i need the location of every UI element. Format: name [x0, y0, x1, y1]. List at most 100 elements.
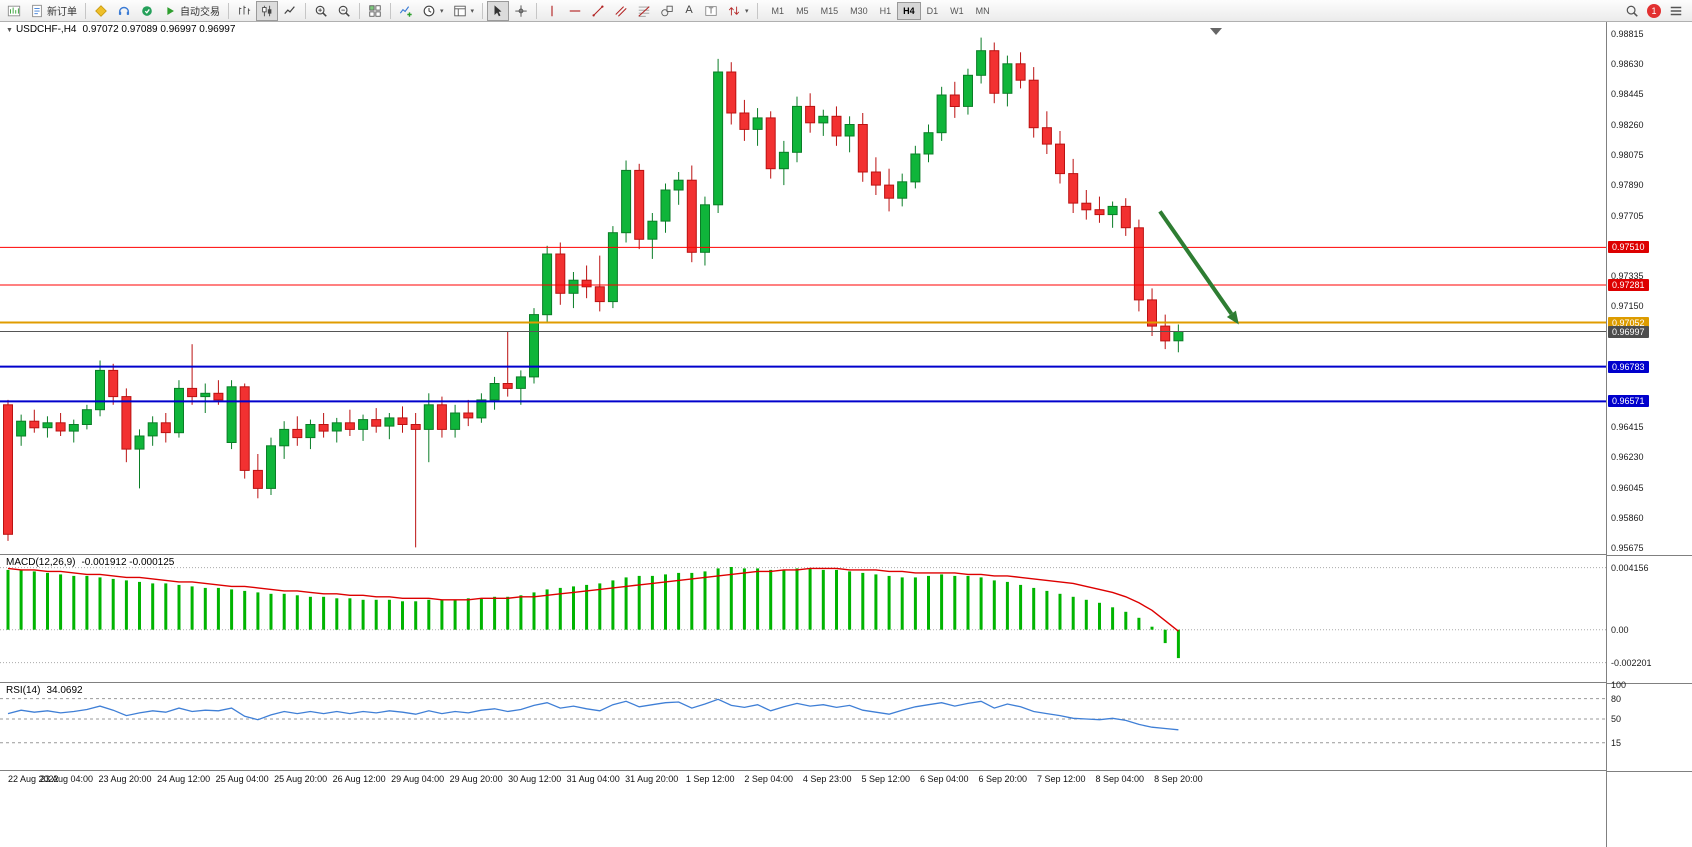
bar-chart-button[interactable] — [233, 1, 255, 21]
price-axis-badge: 0.97281 — [1608, 279, 1649, 291]
candlestick-series — [3, 37, 1184, 548]
cursor-icon — [494, 4, 502, 16]
text-button[interactable]: A — [679, 1, 699, 21]
timeframe-mn-button[interactable]: MN — [970, 2, 996, 20]
time-axis-label: 31 Aug 20:00 — [625, 774, 679, 784]
line-chart-icon — [284, 5, 295, 14]
auto-trading-button[interactable]: 自动交易 — [159, 1, 224, 21]
toolbar-separator — [359, 2, 360, 19]
rsi-panel[interactable]: RSI(14) 34.0692 — [0, 683, 1606, 771]
time-axis-label: 22 Aug 2022 — [8, 774, 59, 784]
time-axis[interactable]: 22 Aug 2022 23 Aug 04:00 23 Aug 20:00 24 Au… — [0, 771, 1606, 791]
timeframe-m15-button[interactable]: M15 — [815, 2, 845, 20]
macd-name: MACD(12,26,9) — [6, 557, 76, 568]
zoom-out-button[interactable] — [333, 1, 355, 21]
tile-windows-icon — [369, 4, 381, 17]
timeframe-m5-button[interactable]: M5 — [790, 2, 815, 20]
empty-area — [0, 791, 1606, 847]
price-level-lines[interactable] — [0, 246, 1606, 403]
menu-button[interactable] — [1665, 1, 1687, 21]
channel-icon — [615, 5, 627, 17]
zoom-in-button[interactable] — [310, 1, 332, 21]
rsi-axis-label: 15 — [1611, 737, 1622, 748]
new-chart-button[interactable] — [3, 1, 25, 21]
arrows-tool-button[interactable]: ▾ — [723, 1, 753, 21]
community-button[interactable] — [113, 1, 135, 21]
time-axis-label: 23 Aug 20:00 — [98, 774, 152, 784]
toolbar-separator — [228, 2, 229, 19]
vertical-line-button[interactable] — [541, 1, 563, 21]
price-axis-label: 0.95675 — [1611, 543, 1644, 554]
down-arrow-annotation[interactable] — [1158, 210, 1239, 325]
notification-badge[interactable]: 1 — [1647, 3, 1661, 18]
signals-button[interactable] — [136, 1, 158, 21]
collapse-icon[interactable]: ▼ — [6, 27, 13, 34]
timeframe-m1-button[interactable]: M1 — [766, 2, 791, 20]
price-axis-badge: 0.96783 — [1608, 360, 1649, 373]
time-axis-label: 4 Sep 23:00 — [802, 774, 852, 784]
price-axis[interactable]: 0.98815 0.98630 0.98445 0.98260 0.98075 0.978… — [1606, 22, 1692, 847]
trendline-button[interactable] — [587, 1, 609, 21]
chart-title: ▼ USDCHF-,H4 0.97072 0.97089 0.96997 0.969… — [6, 24, 235, 35]
chart-shift-marker[interactable] — [1210, 28, 1222, 35]
vertical-line-icon — [551, 5, 553, 16]
macd-values: -0.001912 -0.000125 — [81, 557, 175, 568]
crosshair-button[interactable] — [510, 1, 532, 21]
timeframe-m30-button[interactable]: M30 — [844, 2, 874, 20]
templates-button[interactable]: ▾ — [449, 1, 479, 21]
periods-button[interactable]: ▾ — [418, 1, 448, 21]
zoom-out-icon — [338, 5, 350, 17]
macd-axis-label: 0.00 — [1611, 624, 1629, 635]
crosshair-icon — [515, 4, 527, 17]
line-chart-button[interactable] — [279, 1, 301, 21]
time-axis-label: 24 Aug 12:00 — [157, 774, 211, 784]
toolbar-separator — [536, 2, 538, 19]
market-button[interactable] — [90, 1, 112, 21]
time-axis-label: 23 Aug 04:00 — [39, 774, 94, 784]
toolbar-separator — [390, 2, 391, 19]
rsi-name: RSI(14) — [6, 685, 41, 696]
rsi-title: RSI(14) 34.0692 — [6, 685, 83, 696]
zoom-in-icon — [315, 5, 327, 17]
time-axis-label: 8 Sep 04:00 — [1095, 774, 1145, 784]
indicators-button[interactable] — [395, 1, 417, 21]
price-axis-label: 0.97150 — [1611, 301, 1644, 312]
text-label-button[interactable]: T — [700, 1, 722, 21]
timeframe-h1-button[interactable]: H1 — [874, 2, 898, 20]
timeframe-h4-button[interactable]: H4 — [897, 1, 921, 20]
timeframe-d1-button[interactable]: D1 — [921, 2, 945, 20]
time-axis-label: 6 Sep 20:00 — [978, 774, 1028, 784]
rsi-axis-label: 80 — [1611, 693, 1622, 704]
price-axis-label: 0.98815 — [1611, 28, 1644, 39]
price-axis-label: 0.96045 — [1611, 482, 1644, 493]
time-axis-label: 25 Aug 20:00 — [274, 774, 328, 784]
price-axis-badge: 0.96571 — [1608, 395, 1649, 408]
macd-title: MACD(12,26,9) -0.001912 -0.000125 — [6, 557, 174, 568]
clock-icon — [423, 5, 435, 16]
new-order-button[interactable]: 新订单 — [26, 1, 81, 21]
price-axis-label: 0.97890 — [1611, 180, 1644, 191]
horizontal-line-button[interactable] — [564, 1, 586, 21]
toolbar-separator — [85, 2, 86, 19]
price-axis-label: 0.98260 — [1611, 119, 1644, 130]
fibonacci-button[interactable] — [633, 1, 655, 21]
time-axis-label: 31 Aug 04:00 — [566, 774, 620, 784]
channel-button[interactable] — [610, 1, 632, 21]
cursor-button[interactable] — [487, 0, 510, 21]
time-axis-label: 1 Sep 12:00 — [685, 774, 735, 784]
time-axis-label: 8 Sep 20:00 — [1154, 774, 1203, 784]
trendline-icon — [592, 4, 604, 17]
price-panel[interactable]: ▼ USDCHF-,H4 0.97072 0.97089 0.96997 0.969… — [0, 22, 1606, 555]
time-axis-label: 6 Sep 04:00 — [920, 774, 969, 784]
search-button[interactable] — [1621, 1, 1643, 21]
toolbar-separator — [756, 2, 758, 19]
timeframe-w1-button[interactable]: W1 — [944, 2, 970, 20]
time-axis-label: 5 Sep 12:00 — [861, 774, 911, 784]
toolbar-separator — [482, 2, 484, 19]
macd-panel[interactable]: MACD(12,26,9) -0.001912 -0.000125 — [0, 555, 1606, 683]
candlestick-chart-button[interactable] — [256, 0, 278, 21]
tile-windows-button[interactable] — [364, 1, 386, 21]
shapes-button[interactable] — [656, 1, 678, 21]
panel-divider — [1607, 683, 1692, 684]
price-axis-label: 0.98630 — [1611, 58, 1644, 69]
